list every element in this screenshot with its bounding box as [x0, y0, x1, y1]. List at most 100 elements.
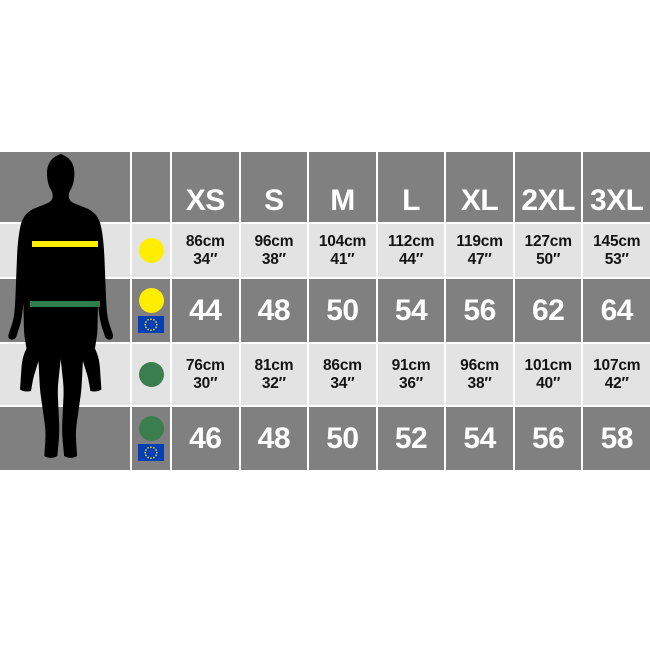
green-dot-icon: [138, 362, 164, 387]
size-header-l: L: [377, 152, 445, 222]
measurement-text: 96cm 38″: [254, 233, 293, 268]
eu-size-value: 56: [531, 421, 565, 455]
waist-marker-group: [138, 362, 164, 387]
waist-eu-cell-xs: 46: [172, 407, 239, 470]
table-row: 86cm 34″ 96cm 38″ 104cm 41″ 112cm 44″ 119cm 4…: [0, 224, 650, 277]
size-header-label: XS: [185, 184, 226, 217]
eu-size-value: 62: [531, 293, 565, 327]
measurement-metric: 91cm: [391, 357, 431, 375]
eu-size-value: 56: [463, 293, 496, 327]
waist-cell-xs: 76cm 30″: [172, 344, 239, 405]
measurement-imperial: 34″: [193, 250, 218, 268]
table-row: 46 48 50 52 54 56 58: [0, 407, 650, 470]
measurement-imperial: 42″: [604, 374, 629, 392]
waist-eu-marker-group: [138, 416, 164, 461]
chest-cell-xs: 86cm 34″: [172, 224, 239, 277]
chest-eu-cell-2xl: 62: [514, 279, 582, 342]
measurement-text: 127cm 50″: [525, 233, 572, 268]
size-header-label: S: [264, 184, 284, 217]
size-header-s: S: [240, 152, 308, 222]
waist-cell-m: 86cm 34″: [309, 344, 376, 405]
eu-size-value: 64: [600, 293, 634, 327]
measurement-text: 119cm 47″: [456, 233, 503, 268]
eu-size-value: 50: [326, 293, 359, 327]
chest-cell-l: 112cm 44″: [377, 224, 445, 277]
measurement-metric: 96cm: [254, 233, 294, 251]
measurement-metric: 107cm: [593, 357, 641, 375]
waist-cell-l: 91cm 36″: [377, 344, 445, 405]
measurement-imperial: 38″: [467, 374, 492, 392]
measurement-imperial: 41″: [330, 250, 355, 268]
size-header-3xl: 3XL: [583, 152, 650, 222]
chest-eu-marker-group: [138, 288, 164, 333]
chest-eu-cell-3xl: 64: [583, 279, 650, 342]
waist-eu-cell-m: 50: [309, 407, 376, 470]
marker-cell-chest-eu: [132, 279, 170, 342]
chest-marker-group: [138, 238, 164, 263]
table-header-row: XS S M L XL 2XL 3XL: [0, 152, 650, 222]
waist-eu-cell-2xl: 56: [514, 407, 582, 470]
chest-cell-s: 96cm 38″: [240, 224, 308, 277]
measurement-text: 81cm 32″: [254, 357, 293, 392]
chest-eu-cell-l: 54: [377, 279, 445, 342]
eu-size-value: 54: [394, 293, 428, 327]
size-header-label: L: [402, 184, 420, 217]
size-header-xl: XL: [446, 152, 513, 222]
measurement-metric: 112cm: [387, 233, 435, 251]
yellow-dot-icon: [138, 288, 164, 313]
measurement-imperial: 50″: [536, 250, 561, 268]
size-header-m: M: [309, 152, 376, 222]
eu-size-value: 52: [394, 421, 428, 455]
measurement-text: 145cm 53″: [593, 233, 640, 268]
size-header-label: 3XL: [589, 184, 644, 217]
figure-cell-chest-eu: [0, 279, 130, 342]
eu-size-value: 46: [189, 421, 222, 455]
measurement-metric: 104cm: [318, 233, 367, 251]
measurement-imperial: 36″: [398, 374, 424, 392]
figure-cell-chest: [0, 224, 130, 277]
eu-size-value: 50: [326, 421, 359, 455]
measurement-imperial: 38″: [261, 250, 286, 268]
measurement-imperial: 47″: [467, 250, 492, 268]
chest-cell-2xl: 127cm 50″: [514, 224, 582, 277]
measurement-text: 101cm 40″: [525, 357, 572, 392]
measurement-metric: 86cm: [323, 357, 362, 375]
size-chart-table: XS S M L XL 2XL 3XL: [0, 152, 650, 470]
measurement-metric: 101cm: [524, 357, 572, 375]
chest-cell-3xl: 145cm 53″: [583, 224, 650, 277]
size-header-label: M: [330, 184, 355, 217]
eu-flag-icon: [138, 316, 164, 333]
waist-cell-s: 81cm 32″: [240, 344, 308, 405]
marker-cell-header: [132, 152, 170, 222]
size-header-label: 2XL: [521, 184, 575, 217]
measurement-metric: 96cm: [460, 357, 500, 375]
measurement-metric: 127cm: [524, 233, 572, 251]
measurement-text: 91cm 36″: [392, 357, 431, 392]
waist-cell-3xl: 107cm 42″: [583, 344, 650, 405]
measurement-imperial: 30″: [193, 374, 218, 392]
size-header-2xl: 2XL: [514, 152, 582, 222]
eu-flag-icon: [138, 444, 164, 461]
waist-cell-xl: 96cm 38″: [446, 344, 513, 405]
waist-eu-cell-3xl: 58: [583, 407, 650, 470]
chest-cell-xl: 119cm 47″: [446, 224, 513, 277]
measurement-text: 107cm 42″: [593, 357, 640, 392]
green-dot-icon: [138, 416, 164, 441]
chest-cell-m: 104cm 41″: [309, 224, 376, 277]
measurement-text: 104cm 41″: [319, 233, 366, 268]
measurement-text: 86cm 34″: [323, 357, 362, 392]
chest-eu-cell-m: 50: [309, 279, 376, 342]
measurement-text: 76cm 30″: [186, 357, 225, 392]
eu-size-value: 48: [257, 293, 291, 327]
chest-eu-cell-xl: 56: [446, 279, 513, 342]
eu-size-value: 54: [463, 421, 496, 455]
eu-size-value: 44: [189, 293, 222, 327]
size-header-xs: XS: [172, 152, 239, 222]
measurement-metric: 145cm: [593, 233, 641, 251]
measurement-metric: 86cm: [185, 233, 225, 251]
figure-cell-header: [0, 152, 130, 222]
marker-cell-waist-eu: [132, 407, 170, 470]
measurement-metric: 119cm: [456, 233, 503, 251]
waist-eu-cell-s: 48: [240, 407, 308, 470]
